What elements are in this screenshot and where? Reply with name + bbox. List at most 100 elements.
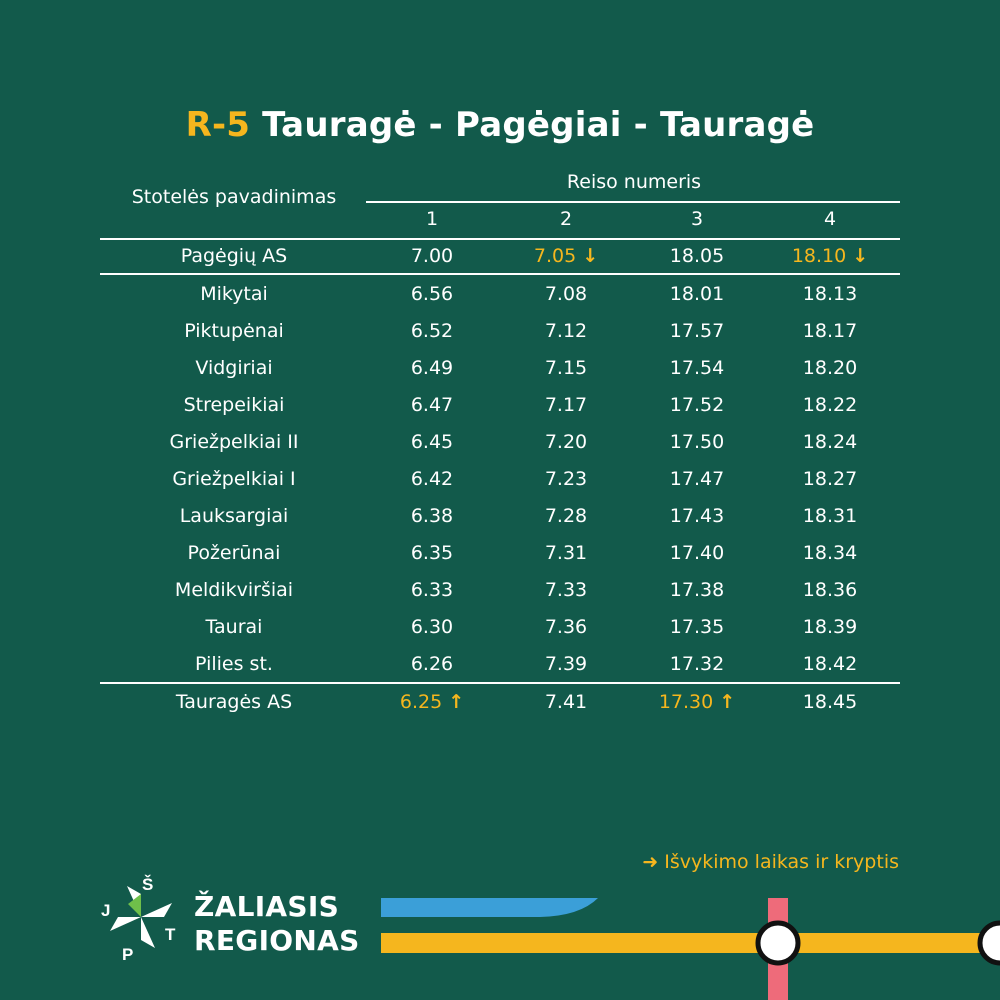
table-row: Mikytai 6.56 7.08 18.01 18.13: [100, 275, 900, 312]
time-value: 17.35: [669, 615, 725, 638]
pink-line: [768, 898, 788, 1000]
time-value: 17.32: [669, 652, 725, 675]
time-value: 18.36: [802, 578, 858, 601]
stop-name: Pagėgių AS: [180, 244, 288, 267]
logo-letter-j: J: [101, 901, 110, 920]
departure-time-cell: 7.41: [506, 684, 626, 719]
departure-time-cell: 7.28: [506, 497, 626, 534]
departure-time-cell: 18.22: [770, 386, 890, 423]
logo-line-2: REGIONAS: [194, 924, 360, 957]
stop-name: Taurai: [205, 615, 263, 638]
time-value: 18.22: [802, 393, 858, 416]
stop-name: Pilies st.: [195, 652, 273, 675]
departure-time-cell: 6.35: [372, 534, 492, 571]
departure-time-cell: 6.30: [372, 608, 492, 645]
time-value: 18.42: [802, 652, 858, 675]
route-code: R-5: [185, 104, 251, 145]
departure-time-cell: 6.49: [372, 349, 492, 386]
departure-time-cell: 17.30 ↑: [637, 684, 757, 719]
table-row: Tauragės AS 6.25 ↑ 7.41 17.30 ↑ 18.45: [100, 682, 900, 719]
time-value: 7.23: [544, 467, 588, 490]
table-row: Pilies st. 6.26 7.39 17.32 18.42: [100, 645, 900, 682]
legend-text: Išvykimo laikas ir kryptis: [664, 851, 899, 873]
departure-time-cell: 18.01: [637, 275, 757, 312]
time-value: 6.35: [410, 541, 454, 564]
departure-time-cell: 17.47: [637, 460, 757, 497]
blue-line: [381, 898, 598, 917]
time-value: 17.54: [669, 356, 725, 379]
table-row: Taurai 6.30 7.36 17.35 18.39: [100, 608, 900, 645]
time-value: 18.39: [802, 615, 858, 638]
stop-name: Tauragės AS: [175, 690, 293, 713]
departure-time-cell: 17.35: [637, 608, 757, 645]
departure-time-cell: 18.36: [770, 571, 890, 608]
table-top-divider: [100, 238, 900, 240]
pinwheel-logo-icon: J Š T P: [101, 875, 176, 962]
departure-time-cell: 17.43: [637, 497, 757, 534]
table-row: Piktupėnai 6.52 7.12 17.57 18.17: [100, 312, 900, 349]
departure-time-cell: 7.15: [506, 349, 626, 386]
time-value: 7.08: [544, 282, 588, 305]
time-value: 17.40: [669, 541, 725, 564]
departure-time-cell: 6.38: [372, 497, 492, 534]
trip-number-header: Reiso numeris: [566, 171, 702, 193]
departure-time-cell: 17.50: [637, 423, 757, 460]
time-value: 7.41: [544, 690, 588, 713]
time-value: 7.12: [544, 319, 588, 342]
departure-time-cell: 6.52: [372, 312, 492, 349]
table-row: Griežpelkiai II 6.45 7.20 17.50 18.24: [100, 423, 900, 460]
time-value: 18.05: [669, 244, 725, 267]
departure-time-cell: 6.47: [372, 386, 492, 423]
departure-time-cell: 18.20: [770, 349, 890, 386]
table-row: Griežpelkiai I 6.42 7.23 17.47 18.27: [100, 460, 900, 497]
stop-name: Strepeikiai: [183, 393, 285, 416]
departure-time-cell: 7.33: [506, 571, 626, 608]
stop-name: Meldikviršiai: [174, 578, 294, 601]
trip-number-row: 1 2 3 4: [100, 208, 900, 234]
time-value: 18.20: [802, 356, 858, 379]
stop-name: Piktupėnai: [184, 319, 284, 342]
header-divider: [366, 201, 900, 203]
time-value: 6.42: [410, 467, 454, 490]
time-value: 18.10: [791, 244, 847, 267]
time-value: 17.43: [669, 504, 725, 527]
time-value: 18.27: [802, 467, 858, 490]
time-value: 6.38: [410, 504, 454, 527]
departure-time-cell: 18.39: [770, 608, 890, 645]
departure-time-cell: 18.13: [770, 275, 890, 312]
time-value: 6.52: [410, 319, 454, 342]
logo-letter-p: P: [122, 945, 133, 962]
departure-time-cell: 7.36: [506, 608, 626, 645]
station-node-icon: [755, 920, 801, 966]
departure-time-cell: 17.32: [637, 645, 757, 682]
route-name: Tauragė - Pagėgiai - Tauragė: [250, 104, 815, 145]
trip-number-1: 1: [425, 208, 439, 230]
departure-time-cell: 7.12: [506, 312, 626, 349]
page-title: R-5 Tauragė - Pagėgiai - Tauragė: [0, 105, 1000, 145]
departure-time-cell: 6.56: [372, 275, 492, 312]
time-value: 6.56: [410, 282, 454, 305]
stop-name: Mikytai: [200, 282, 268, 305]
stop-name: Vidgiriai: [195, 356, 273, 379]
trip-number-4: 4: [823, 208, 837, 230]
arrow-down-icon: ↓: [582, 244, 599, 267]
time-value: 7.39: [544, 652, 588, 675]
time-value: 6.33: [410, 578, 454, 601]
departure-time-cell: 6.45: [372, 423, 492, 460]
time-value: 6.45: [410, 430, 454, 453]
departure-time-cell: 18.34: [770, 534, 890, 571]
departure-time-cell: 7.23: [506, 460, 626, 497]
time-value: 17.57: [669, 319, 725, 342]
time-value: 7.20: [544, 430, 588, 453]
logo-letter-s: Š: [142, 875, 153, 894]
departure-time-cell: 18.27: [770, 460, 890, 497]
stop-name: Požerūnai: [187, 541, 281, 564]
departure-time-cell: 17.54: [637, 349, 757, 386]
arrow-down-icon: ↓: [852, 244, 869, 267]
time-value: 17.52: [669, 393, 725, 416]
time-value: 18.13: [802, 282, 858, 305]
departure-time-cell: 7.00: [372, 238, 492, 273]
logo-line-1: ŽALIASIS: [194, 890, 340, 923]
table-row: Pagėgių AS 7.00 7.05 ↓ 18.05 18.10 ↓: [100, 238, 900, 275]
time-value: 18.24: [802, 430, 858, 453]
